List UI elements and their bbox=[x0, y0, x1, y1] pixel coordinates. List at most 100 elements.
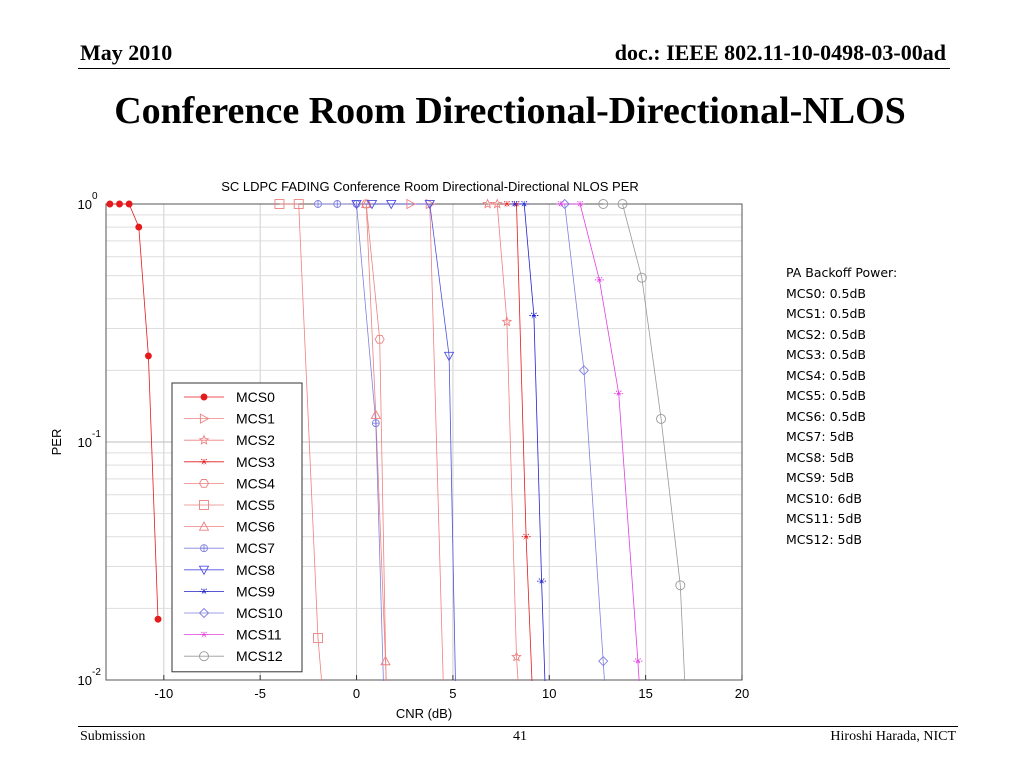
data-point bbox=[198, 565, 210, 576]
legend-entry: MCS11 bbox=[236, 627, 282, 643]
series-line-mcs5 bbox=[279, 203, 323, 681]
data-point bbox=[200, 544, 208, 553]
data-point bbox=[636, 272, 647, 283]
y-axis-label: PER bbox=[49, 429, 64, 456]
y-tick-exponent: -1 bbox=[92, 429, 101, 440]
data-point bbox=[491, 198, 503, 209]
data-point bbox=[106, 200, 114, 208]
legend-entry: MCS8 bbox=[236, 562, 275, 578]
legend-entry: MCS0 bbox=[236, 389, 275, 405]
note-lines: MCS0: 0.5dB MCS1: 0.5dB MCS2: 0.5dB MCS3: 0… bbox=[786, 284, 897, 551]
note-line: MCS0: 0.5dB bbox=[786, 285, 866, 301]
x-tick-label: -10 bbox=[154, 686, 173, 701]
note-line: MCS7: 5dB bbox=[786, 429, 855, 444]
data-point bbox=[482, 198, 493, 209]
data-point bbox=[614, 390, 624, 397]
series-line-mcs10 bbox=[564, 203, 605, 681]
data-point bbox=[594, 276, 604, 283]
data-point bbox=[198, 479, 210, 488]
data-point bbox=[199, 651, 209, 662]
x-axis-label: CNR (dB) bbox=[396, 706, 452, 721]
note-line: MCS6: 0.5dB bbox=[786, 408, 866, 424]
series-line-mcs6 bbox=[365, 203, 387, 681]
data-point bbox=[633, 658, 643, 665]
data-point bbox=[511, 651, 522, 662]
series-line-mcs4 bbox=[365, 203, 387, 681]
data-point bbox=[537, 578, 547, 585]
footer-submission: Submission bbox=[80, 729, 146, 744]
series-line-mcs9 bbox=[514, 203, 546, 681]
legend-entry: MCS9 bbox=[236, 583, 275, 599]
data-point bbox=[313, 633, 323, 644]
x-tick-label: 15 bbox=[638, 686, 652, 701]
note-line: MCS12: 5dB bbox=[786, 531, 863, 547]
legend-entry: MCS1 bbox=[236, 411, 275, 427]
data-point bbox=[293, 199, 304, 209]
note-line: MCS3: 0.5dB bbox=[786, 347, 866, 362]
y-tick-label: 10 bbox=[78, 435, 92, 450]
series-line-mcs12 bbox=[603, 203, 686, 681]
data-point bbox=[199, 458, 209, 465]
data-point bbox=[385, 199, 397, 210]
data-point bbox=[598, 199, 609, 209]
series-line-mcs7 bbox=[318, 203, 384, 681]
data-point bbox=[199, 588, 209, 595]
header-doc-id: doc.: IEEE 802.11-10-0498-03-00ad bbox=[614, 40, 946, 65]
legend-entry: MCS2 bbox=[236, 432, 275, 448]
data-point bbox=[675, 580, 686, 591]
header-rule bbox=[78, 68, 950, 69]
data-point bbox=[314, 200, 322, 208]
legend-entry: MCS7 bbox=[236, 540, 275, 556]
note-line: MCS9: 5dB bbox=[786, 470, 855, 485]
data-point bbox=[333, 200, 342, 208]
data-point bbox=[154, 615, 162, 623]
data-point bbox=[656, 413, 667, 424]
note-line: MCS11: 5dB bbox=[786, 511, 863, 526]
data-point bbox=[617, 199, 628, 209]
data-point bbox=[360, 198, 372, 209]
data-point bbox=[116, 200, 123, 208]
data-point bbox=[198, 607, 210, 619]
y-tick-exponent: -2 bbox=[92, 667, 101, 678]
data-point bbox=[380, 655, 391, 666]
data-point bbox=[198, 521, 210, 531]
data-point bbox=[371, 419, 380, 428]
markers-layer bbox=[106, 198, 686, 667]
data-point bbox=[200, 393, 208, 401]
x-tick-label: 5 bbox=[449, 686, 456, 701]
series-line-mcs3 bbox=[506, 203, 533, 681]
legend-box bbox=[171, 382, 303, 673]
header-date: May 2010 bbox=[80, 40, 173, 65]
data-point bbox=[351, 199, 362, 210]
data-point bbox=[575, 200, 585, 208]
note-line: MCS2: 0.5dB bbox=[786, 326, 866, 342]
data-point bbox=[199, 413, 210, 424]
data-point bbox=[125, 200, 133, 208]
note-line: MCS8: 5dB bbox=[786, 449, 855, 465]
x-tick-label: 0 bbox=[353, 686, 360, 701]
data-point bbox=[443, 351, 455, 362]
series-line-mcs11 bbox=[560, 203, 640, 681]
data-point bbox=[578, 365, 590, 376]
data-point bbox=[274, 199, 285, 209]
series-line-mcs0 bbox=[109, 203, 159, 620]
footer-rule bbox=[78, 726, 958, 727]
x-tick-label: -5 bbox=[254, 686, 266, 701]
pa-backoff-note: PA Backoff Power: MCS0: 0.5dB MCS1: 0.5dB… bbox=[786, 263, 897, 550]
data-point bbox=[510, 200, 520, 208]
note-line: MCS10: 6dB bbox=[786, 490, 863, 506]
data-point bbox=[144, 352, 152, 360]
slide-title: Conference Room Directional-Directional-… bbox=[114, 90, 906, 132]
chart-title: SC LDPC FADING Conference Room Direction… bbox=[221, 179, 639, 194]
legend-entry: MCS5 bbox=[236, 497, 275, 513]
data-point bbox=[521, 533, 531, 540]
data-point bbox=[406, 198, 416, 210]
data-point bbox=[502, 200, 512, 208]
legend-entry: MCS3 bbox=[236, 454, 275, 470]
data-point bbox=[366, 199, 378, 210]
footer-author: Hiroshi Harada, NICT bbox=[830, 729, 956, 744]
note-heading: PA Backoff Power: bbox=[786, 265, 898, 280]
data-point bbox=[529, 312, 539, 319]
